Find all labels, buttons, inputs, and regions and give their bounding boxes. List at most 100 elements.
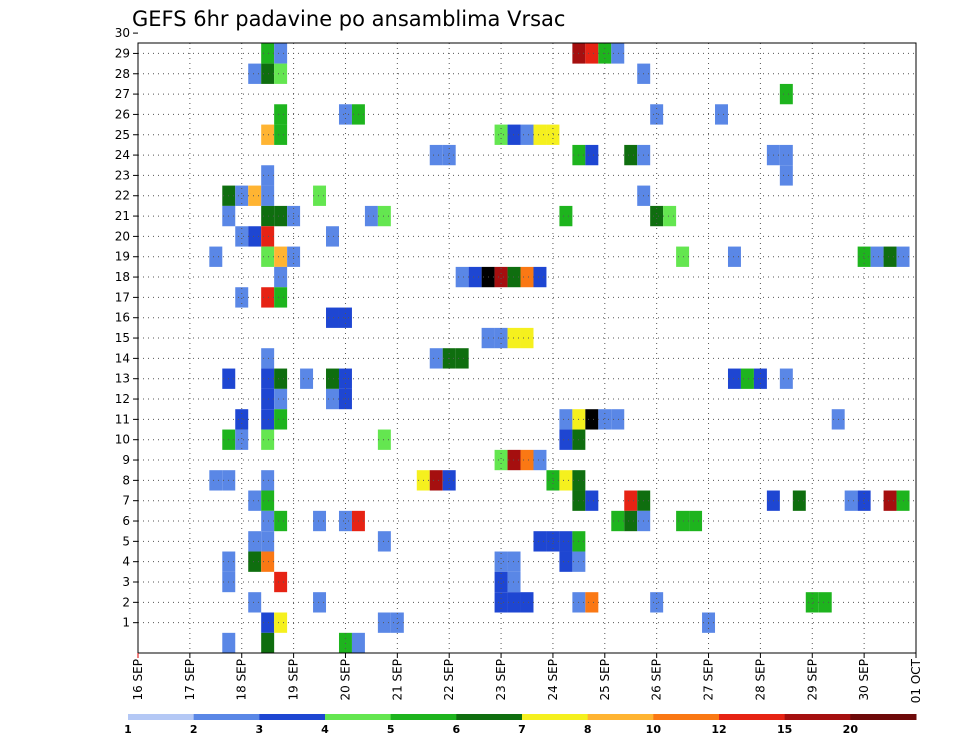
heatmap-cell-149	[611, 510, 625, 532]
heatmap-cell-187	[222, 632, 236, 653]
heatmap-cell-10	[585, 43, 599, 64]
y-tick-label: 10	[115, 433, 130, 447]
y-tick-label: 14	[115, 351, 130, 365]
heatmap-cell-27	[520, 124, 534, 145]
heatmap-cell-75	[520, 266, 534, 288]
y-tick-label: 30	[115, 26, 130, 40]
y-tick-label: 5	[122, 534, 130, 548]
x-tick-label: 21 SEP	[390, 659, 404, 701]
heatmap-cell-34	[624, 144, 638, 166]
x-tick-label: 29 SEP	[805, 659, 819, 701]
heatmap-cell-85	[520, 327, 534, 349]
heatmap-cell-76	[533, 266, 547, 288]
y-tick-label: 3	[122, 575, 130, 589]
heatmap-cell-105	[261, 409, 275, 430]
y-tick-label: 7	[122, 494, 130, 508]
x-tick-label: 26 SEP	[650, 659, 664, 701]
y-tick-label: 17	[115, 290, 130, 304]
heatmap-cell-106	[274, 409, 288, 430]
heatmap-cell-52	[559, 205, 573, 227]
heatmap-cell-130	[559, 470, 573, 491]
heatmap-cell-51	[377, 205, 391, 227]
y-tick-label: 29	[115, 46, 130, 60]
heatmap-cell-180	[805, 592, 819, 613]
chart-title: GEFS 6hr padavine po ansamblima Vrsac	[132, 7, 565, 31]
heatmap-cell-18	[274, 104, 288, 125]
legend-label: 4	[321, 723, 329, 736]
heatmap-cell-171	[507, 571, 521, 593]
heatmap-cell-147	[338, 510, 352, 532]
heatmap-cell-84	[507, 327, 521, 349]
heatmap-cell-57	[261, 226, 275, 247]
heatmap-cell-67	[883, 246, 897, 267]
y-tick-label: 21	[115, 209, 130, 223]
heatmap-cell-81	[338, 307, 352, 328]
y-tick-label: 23	[115, 168, 130, 182]
heatmap-cell-184	[377, 612, 391, 633]
heatmap-cell-26	[507, 124, 521, 145]
x-tick-label: 24 SEP	[546, 659, 560, 701]
heatmap-cell-188	[261, 632, 275, 653]
heatmap-cell-69	[274, 266, 288, 288]
legend-swatch-11	[850, 714, 917, 720]
x-tick-label: 17 SEP	[183, 659, 197, 701]
heatmap-cell-59	[209, 246, 223, 267]
x-tick-label: 28 SEP	[753, 659, 767, 701]
heatmap-cell-29	[546, 124, 560, 145]
heatmap-cell-176	[520, 592, 534, 613]
heatmap-cell-127	[429, 470, 443, 491]
heatmap-cell-141	[857, 490, 871, 511]
y-tick-label: 12	[115, 392, 130, 406]
x-tick-label: 20 SEP	[338, 659, 352, 701]
heatmap-cell-111	[611, 409, 625, 430]
heatmap-cell-41	[235, 185, 249, 206]
x-tick-label: 18 SEP	[235, 659, 249, 701]
heatmap-cell-103	[274, 388, 288, 410]
heatmap-cell-145	[274, 510, 288, 532]
heatmap-cell-65	[857, 246, 871, 267]
x-tick-label: 25 SEP	[598, 659, 612, 701]
heatmap-cell-73	[494, 266, 508, 288]
legend-swatch-3	[325, 714, 392, 720]
y-tick-label: 9	[122, 453, 130, 467]
heatmap-cell-179	[650, 592, 664, 613]
heatmap-cell-142	[883, 490, 897, 511]
legend-label: 20	[843, 723, 859, 736]
heatmap-cell-181	[818, 592, 832, 613]
heatmap-cell-119	[494, 449, 508, 471]
y-tick-label: 28	[115, 67, 130, 81]
heatmap-cell-128	[442, 470, 456, 491]
heatmap-cell-183	[274, 612, 288, 633]
heatmap-cell-92	[274, 368, 288, 389]
heatmap-cell-71	[468, 266, 482, 288]
heatmap-cell-100	[326, 388, 339, 410]
y-tick-label: 27	[115, 87, 130, 101]
heatmap-cell-22	[715, 104, 728, 125]
heatmap-cell-17	[779, 83, 793, 105]
heatmap-cell-185	[390, 612, 404, 633]
heatmap-cell-23	[261, 124, 275, 145]
legend-swatch-7	[587, 714, 654, 720]
legend-label: 6	[453, 723, 461, 736]
heatmap-cell-146	[313, 510, 327, 532]
heatmap-cell-133	[261, 490, 275, 511]
heatmap-cell-190	[351, 632, 365, 653]
heatmap-cell-24	[274, 124, 288, 145]
x-tick-label: 30 SEP	[857, 659, 871, 701]
heatmap-cell-79	[274, 287, 288, 308]
heatmap-cell-42	[248, 185, 262, 206]
heatmap-cell-166	[559, 551, 573, 572]
heatmap-cell-116	[377, 429, 391, 450]
y-tick-label: 16	[115, 311, 130, 325]
legend-swatch-5	[456, 714, 523, 720]
heatmap-cell-53	[650, 205, 664, 227]
heatmap-cell-156	[377, 531, 391, 552]
plot-frame	[137, 42, 917, 654]
heatmap-cell-43	[261, 185, 275, 206]
heatmap-cell-66	[870, 246, 884, 267]
heatmap-cell-44	[313, 185, 327, 206]
x-tick-label: 16 SEP	[131, 659, 145, 701]
heatmap-cell-104	[235, 409, 249, 430]
heatmap-cell-19	[338, 104, 352, 125]
heatmap-cell-122	[533, 449, 547, 471]
